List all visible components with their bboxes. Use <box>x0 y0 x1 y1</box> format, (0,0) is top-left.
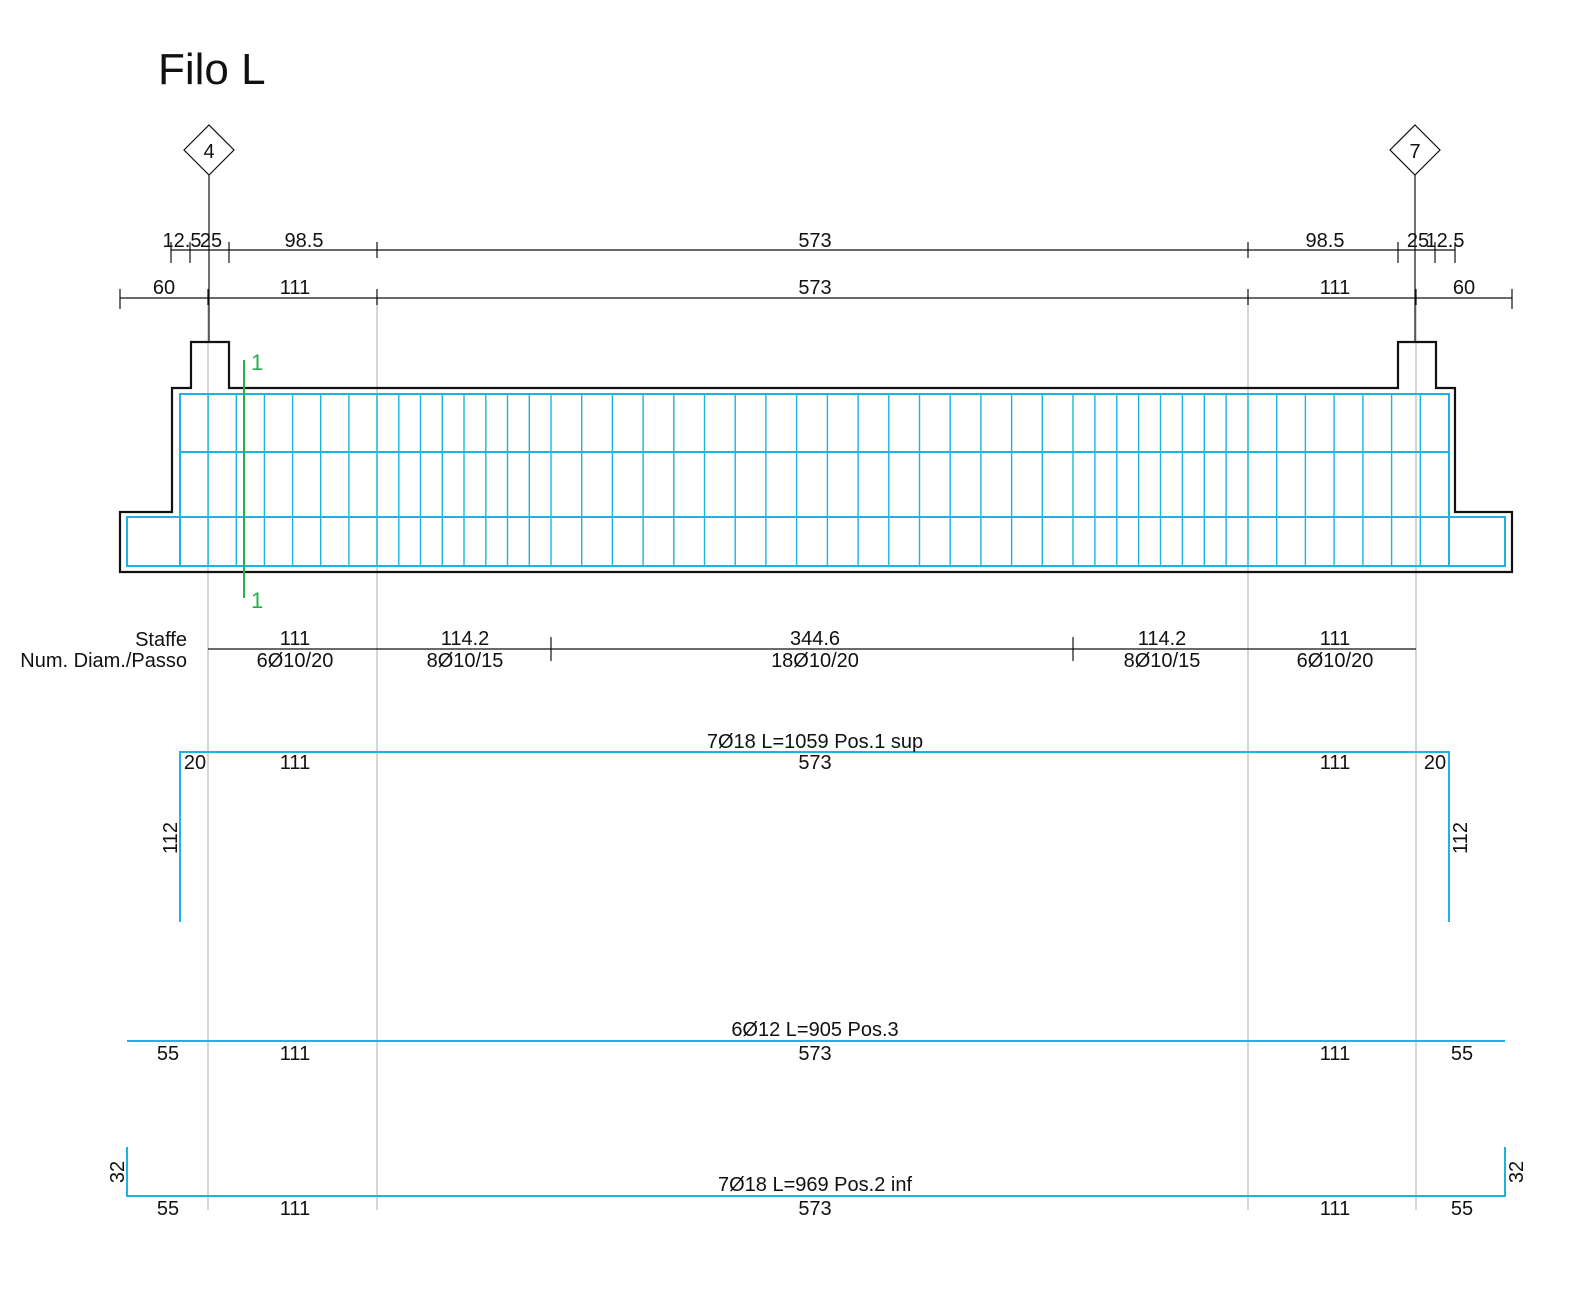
bar-top-seg-4: 111 <box>1320 752 1350 774</box>
column-marker-left: 4 <box>183 124 235 342</box>
dim-top-1: 12.5 <box>163 230 202 252</box>
section-cut-bottom-label: 1 <box>251 588 263 613</box>
bar-top-pos1: 7Ø18 L=1059 Pos.1 sup 20 111 573 111 20 … <box>160 731 1472 922</box>
dim-second-1: 60 <box>153 277 175 299</box>
stirrup-lines <box>207 394 1422 566</box>
section-cut: 1 1 <box>243 350 263 613</box>
bar-bottom-pos2: 7Ø18 L=969 Pos.2 inf 55 111 573 111 55 3… <box>107 1147 1528 1220</box>
beam-outline <box>118 340 1514 574</box>
bar-bottom-label: 7Ø18 L=969 Pos.2 inf <box>718 1174 912 1196</box>
column-marker-right: 7 <box>1389 124 1441 342</box>
stirrup-spec-5: 6Ø10/20 <box>1297 650 1374 672</box>
dimension-row-top: 12.5 25 98.5 573 98.5 25 12.5 <box>163 230 1465 263</box>
bar-top-hook-right: 112 <box>1450 822 1472 854</box>
dim-top-7: 12.5 <box>1426 230 1465 252</box>
stirrup-spec-4: 8Ø10/15 <box>1124 650 1201 672</box>
stirrup-spec-3: 18Ø10/20 <box>771 650 859 672</box>
bar-mid-seg-4: 111 <box>1320 1043 1350 1065</box>
bar-mid-label: 6Ø12 L=905 Pos.3 <box>731 1019 898 1041</box>
dim-top-3: 98.5 <box>285 230 324 252</box>
stirrup-spec-1: 6Ø10/20 <box>257 650 334 672</box>
bar-mid-pos3: 6Ø12 L=905 Pos.3 55 111 573 111 55 <box>127 1019 1505 1065</box>
dim-top-5: 98.5 <box>1306 230 1345 252</box>
dim-top-6: 25 <box>1407 230 1429 252</box>
bar-top-label: 7Ø18 L=1059 Pos.1 sup <box>707 731 923 753</box>
bar-top-seg-2: 111 <box>280 752 310 774</box>
dim-top-4: 573 <box>798 230 831 252</box>
stirrup-length-1: 111 <box>280 628 310 650</box>
stirrup-length-5: 111 <box>1320 628 1350 650</box>
stirrup-table: Staffe Num. Diam./Passo 111 114.2 344.6 … <box>20 628 1416 672</box>
column-marker-left-label: 4 <box>203 141 214 163</box>
bar-top-seg-3: 573 <box>798 752 831 774</box>
stirrup-spec-2: 8Ø10/15 <box>427 650 504 672</box>
bar-mid-seg-5: 55 <box>1451 1043 1473 1065</box>
bar-bottom-seg-1: 55 <box>157 1198 179 1220</box>
stirrup-length-3: 344.6 <box>790 628 840 650</box>
section-cut-top-label: 1 <box>251 350 263 375</box>
stirrup-length-2: 114.2 <box>441 628 490 650</box>
bar-bottom-hook-right: 32 <box>1506 1161 1528 1183</box>
bar-mid-seg-1: 55 <box>157 1043 179 1065</box>
dimension-row-second: 60 111 573 111 60 <box>119 277 1513 309</box>
dim-second-4: 111 <box>1320 277 1350 299</box>
dim-second-2: 111 <box>280 277 310 299</box>
bar-bottom-seg-4: 111 <box>1320 1198 1350 1220</box>
bar-bottom-hook-left: 32 <box>107 1161 129 1183</box>
stirrup-length-4: 114.2 <box>1138 628 1187 650</box>
bar-bottom-seg-2: 111 <box>280 1198 310 1220</box>
bar-bottom-seg-5: 55 <box>1451 1198 1473 1220</box>
bar-bottom-seg-3: 573 <box>798 1198 831 1220</box>
dim-top-2: 25 <box>200 230 222 252</box>
column-marker-right-label: 7 <box>1409 141 1420 163</box>
bar-top-hook-left: 112 <box>160 822 182 854</box>
reinforcement-cage <box>126 393 1506 567</box>
dim-second-3: 573 <box>798 277 831 299</box>
stirrup-header-line1: Staffe <box>135 629 187 651</box>
drawing-title: Filo L <box>158 45 266 94</box>
dim-second-5: 60 <box>1453 277 1475 299</box>
bar-top-seg-5: 20 <box>1424 752 1446 774</box>
bar-mid-seg-3: 573 <box>798 1043 831 1065</box>
bar-mid-seg-2: 111 <box>280 1043 310 1065</box>
stirrup-header-line2: Num. Diam./Passo <box>20 650 187 672</box>
bar-top-seg-1: 20 <box>184 752 206 774</box>
